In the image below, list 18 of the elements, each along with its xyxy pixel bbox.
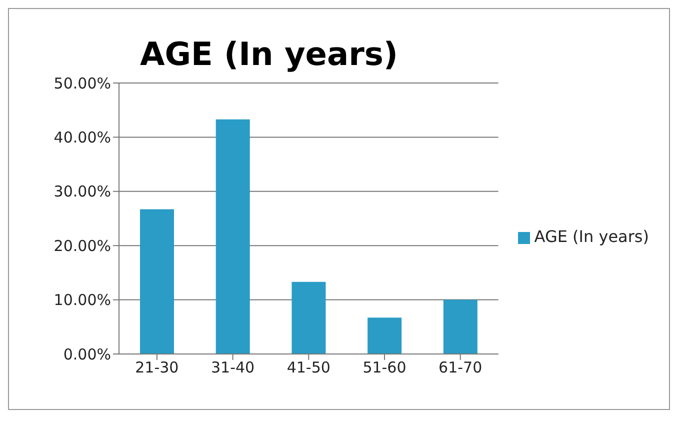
chart-title: AGE (In years): [138, 34, 400, 73]
x-tick-label: 21-30: [135, 358, 179, 377]
x-tick-label: 61-70: [438, 358, 482, 377]
x-tick-label: 31-40: [210, 358, 255, 377]
bar: [140, 209, 174, 354]
bar: [216, 119, 250, 354]
x-tick-label: 41-50: [286, 358, 330, 377]
y-tick-label: 30.00%: [54, 182, 111, 201]
y-tick-label: 10.00%: [54, 291, 111, 310]
bar: [368, 318, 402, 354]
bar: [443, 300, 478, 354]
y-tick-label: 20.00%: [54, 236, 111, 255]
y-tick-label: 50.00%: [54, 74, 111, 92]
bar: [292, 282, 326, 354]
y-tick-label: 40.00%: [54, 128, 111, 147]
legend-label: AGE (In years): [534, 227, 649, 246]
y-tick-label: 0.00%: [63, 345, 111, 364]
x-tick-label: 51-60: [362, 358, 406, 377]
